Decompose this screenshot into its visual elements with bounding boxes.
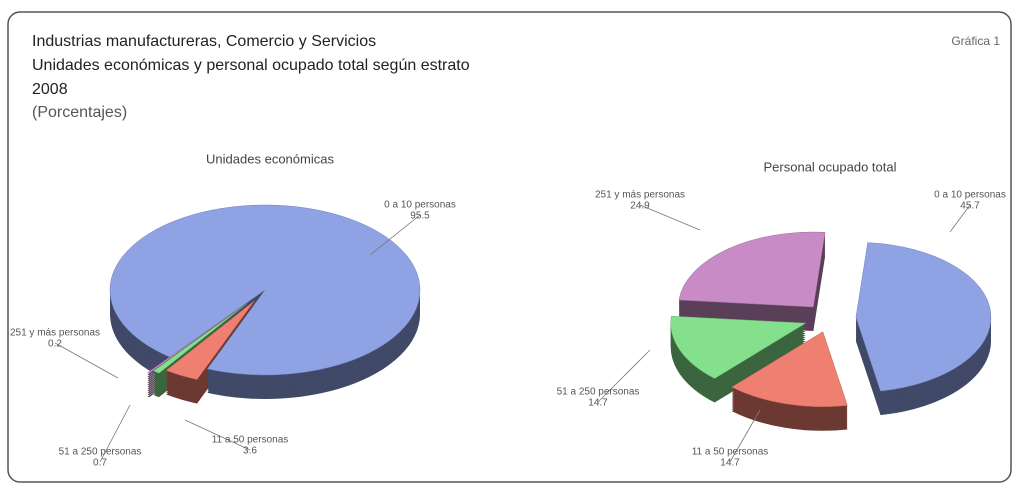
slice — [731, 331, 848, 407]
leader-line — [639, 204, 701, 231]
slice-label: 51 a 250 personas — [59, 447, 142, 458]
slice — [670, 315, 807, 379]
leader-line — [184, 419, 251, 451]
value-label: 0.7 — [93, 458, 107, 469]
slice — [147, 305, 244, 374]
leader-line — [99, 404, 131, 463]
slice — [152, 303, 248, 374]
leader-line — [597, 349, 651, 403]
slice-label: 51 a 250 personas — [557, 387, 640, 398]
slice — [165, 300, 255, 380]
subtitle: (Porcentajes) — [32, 104, 127, 121]
slice — [855, 242, 992, 392]
value-label: 24.9 — [630, 201, 650, 212]
slice — [678, 231, 826, 308]
slice-label: 0 a 10 personas — [384, 200, 456, 211]
slice-label: 251 y más personas — [10, 328, 100, 339]
title-line: Industrias manufactureras, Comercio y Se… — [32, 33, 376, 50]
value-label: 14.7 — [588, 398, 608, 409]
frame — [7, 11, 1012, 483]
slice — [109, 204, 421, 376]
value-label: 3.6 — [243, 446, 257, 457]
slice-label: 0 a 10 personas — [934, 190, 1006, 201]
value-label: 45.7 — [960, 201, 980, 212]
pie-title: Unidades económicas — [206, 151, 334, 166]
value-label: 14.7 — [720, 458, 740, 469]
figure-label: Gráfica 1 — [951, 34, 1000, 48]
slice-label: 11 a 50 personas — [212, 435, 289, 446]
value-label: 0.2 — [48, 339, 62, 350]
leader-line — [54, 342, 119, 379]
title-line: 2008 — [32, 81, 68, 98]
leader-line — [949, 204, 971, 233]
slice-label: 11 a 50 personas — [692, 447, 769, 458]
slice-label: 251 y más personas — [595, 190, 685, 201]
value-label: 95.5 — [410, 211, 430, 222]
leader-line — [729, 409, 761, 463]
leader-line — [369, 214, 421, 256]
pie-title: Personal ocupado total — [764, 159, 897, 174]
title-line: Unidades económicas y personal ocupado t… — [32, 57, 470, 74]
